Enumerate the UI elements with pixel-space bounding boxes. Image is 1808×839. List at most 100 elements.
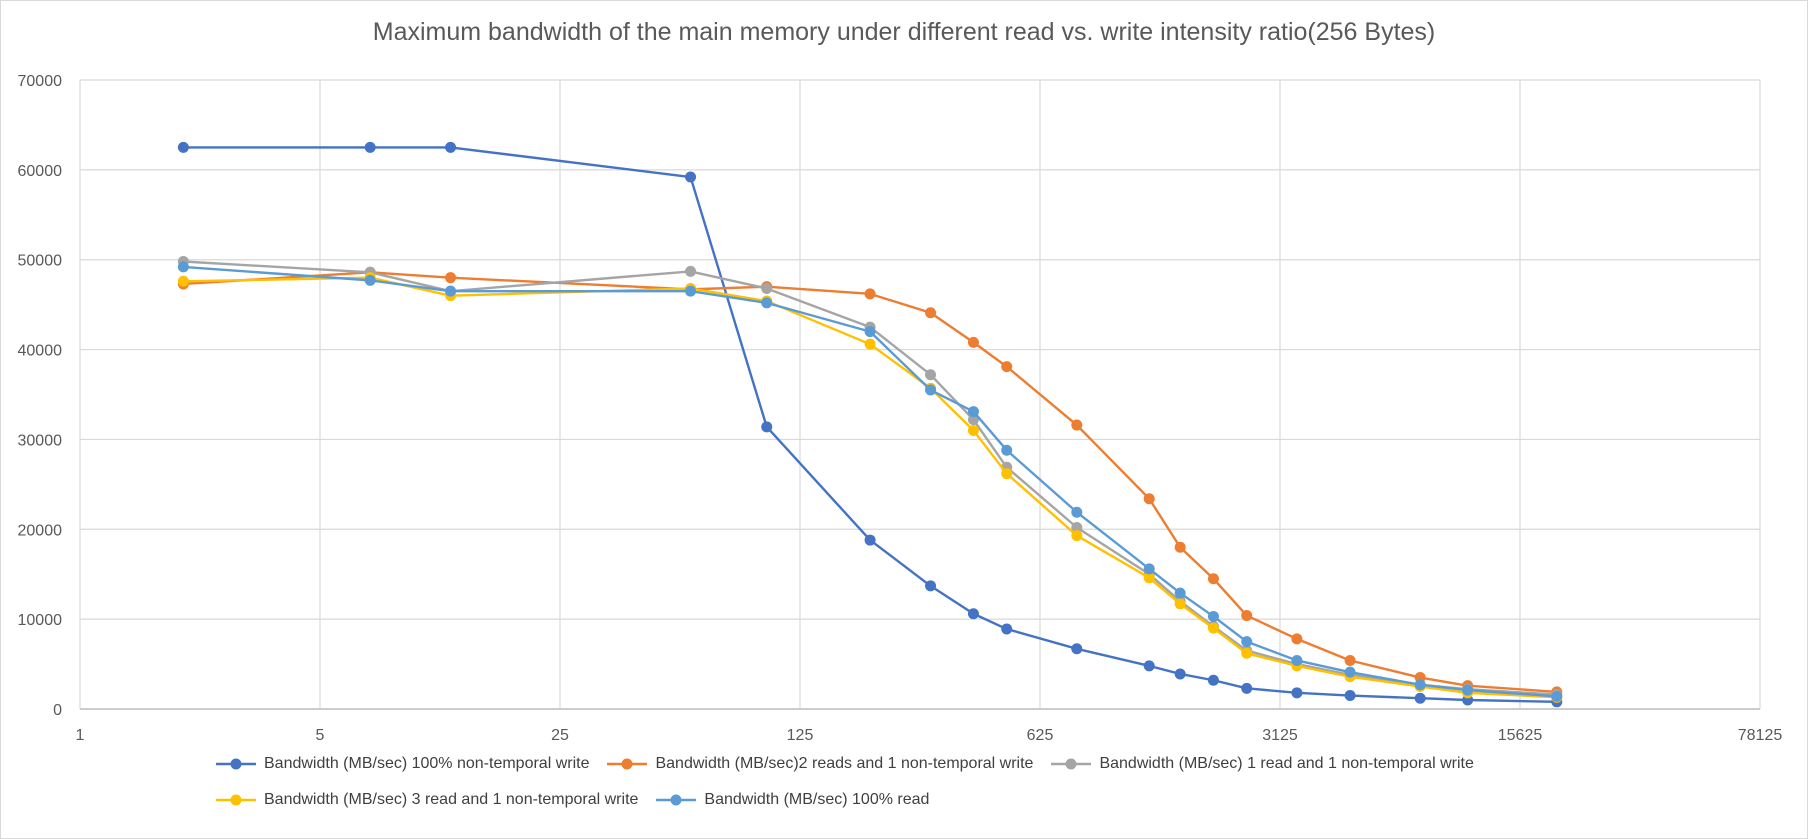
- data-point: [177, 141, 189, 153]
- series-1: [177, 141, 1563, 708]
- x-tick-label: 1: [76, 727, 85, 744]
- data-point: [864, 326, 876, 338]
- data-point: [967, 608, 979, 620]
- data-point: [1241, 682, 1253, 694]
- legend-swatch: [654, 793, 698, 807]
- data-point: [1414, 679, 1426, 691]
- series-3: [177, 256, 1563, 701]
- data-point: [445, 285, 457, 297]
- legend-item: Bandwidth (MB/sec) 100% non-temporal wri…: [214, 755, 589, 773]
- x-tick-label: 3125: [1262, 727, 1298, 744]
- y-tick-label: 50000: [18, 253, 63, 270]
- data-point: [967, 406, 979, 418]
- data-point: [967, 336, 979, 348]
- x-tick-label: 5: [316, 727, 325, 744]
- y-tick-label: 30000: [18, 432, 63, 449]
- data-point: [1551, 690, 1563, 702]
- data-point: [761, 282, 773, 294]
- data-point: [967, 424, 979, 436]
- legend-label: Bandwidth (MB/sec) 100% read: [704, 791, 930, 808]
- data-point: [1207, 622, 1219, 634]
- data-point: [967, 414, 979, 426]
- legend-swatch: [214, 757, 258, 771]
- data-point: [761, 421, 773, 433]
- data-point: [925, 384, 937, 396]
- legend-item: Bandwidth (MB/sec) 1 read and 1 non-temp…: [1049, 755, 1474, 773]
- data-point: [1414, 692, 1426, 704]
- data-point: [1071, 530, 1083, 542]
- data-point: [177, 261, 189, 273]
- data-point: [1143, 572, 1155, 584]
- data-point: [864, 534, 876, 546]
- data-point: [1001, 468, 1013, 480]
- data-point: [1344, 690, 1356, 702]
- y-tick-label: 40000: [18, 343, 63, 360]
- data-point: [445, 141, 457, 153]
- series-lines: [177, 141, 1563, 708]
- x-axis-ticks: 1 5 25 125 625 3125 15625 78125: [76, 727, 1783, 744]
- chart-title: Maximum bandwidth of the main memory und…: [372, 18, 1436, 46]
- data-point: [1291, 687, 1303, 699]
- legend-label: Bandwidth (MB/sec) 1 read and 1 non-temp…: [1099, 755, 1474, 772]
- legend-label: Bandwidth (MB/sec)2 reads and 1 non-temp…: [655, 755, 1034, 772]
- data-point: [1001, 444, 1013, 456]
- data-point: [1174, 668, 1186, 680]
- data-point: [1071, 643, 1083, 655]
- data-point: [1207, 573, 1219, 585]
- data-point: [1143, 563, 1155, 575]
- legend-swatch: [214, 793, 258, 807]
- x-tick-label: 625: [1027, 727, 1054, 744]
- y-tick-label: 70000: [18, 73, 63, 90]
- data-point: [1344, 654, 1356, 666]
- x-tick-label: 25: [551, 727, 569, 744]
- data-point: [1001, 623, 1013, 635]
- legend-item: Bandwidth (MB/sec)2 reads and 1 non-temp…: [605, 755, 1033, 773]
- legend-label: Bandwidth (MB/sec) 100% non-temporal wri…: [264, 755, 590, 772]
- data-point: [864, 338, 876, 350]
- y-axis-ticks: 0 10000 20000 30000 40000 50000 60000 70000: [18, 73, 63, 719]
- y-tick-label: 20000: [18, 522, 63, 539]
- y-tick-label: 0: [53, 702, 62, 719]
- data-point: [1143, 660, 1155, 672]
- y-tick-label: 10000: [18, 612, 63, 629]
- data-point: [1071, 419, 1083, 431]
- data-point: [364, 274, 376, 286]
- data-point: [1143, 493, 1155, 505]
- legend-row: Bandwidth (MB/sec) 100% non-temporal wri…: [214, 755, 1490, 773]
- data-point: [1174, 598, 1186, 610]
- data-point: [1291, 633, 1303, 645]
- legend-row: Bandwidth (MB/sec) 3 read and 1 non-temp…: [214, 791, 945, 809]
- data-point: [1207, 674, 1219, 686]
- x-tick-label: 125: [787, 727, 814, 744]
- data-point: [864, 288, 876, 300]
- data-point: [685, 285, 697, 297]
- x-tick-label: 78125: [1738, 727, 1783, 744]
- data-point: [177, 275, 189, 287]
- legend-swatch: [605, 757, 649, 771]
- data-point: [1174, 541, 1186, 553]
- data-point: [925, 580, 937, 592]
- data-point: [1071, 521, 1083, 533]
- data-point: [1001, 361, 1013, 373]
- legend-label: Bandwidth (MB/sec) 3 read and 1 non-temp…: [264, 791, 639, 808]
- data-point: [1207, 610, 1219, 622]
- x-tick-label: 15625: [1498, 727, 1543, 744]
- data-point: [1174, 587, 1186, 599]
- data-point: [1462, 684, 1474, 696]
- data-point: [925, 369, 937, 381]
- legend-item: Bandwidth (MB/sec) 100% read: [654, 791, 929, 809]
- legend-item: Bandwidth (MB/sec) 3 read and 1 non-temp…: [214, 791, 638, 809]
- data-point: [364, 141, 376, 153]
- data-point: [1071, 506, 1083, 518]
- series-5: [177, 261, 1563, 702]
- y-tick-label: 60000: [18, 163, 63, 180]
- data-point: [445, 272, 457, 284]
- data-point: [685, 171, 697, 183]
- data-point: [1291, 654, 1303, 666]
- data-point: [1241, 636, 1253, 648]
- data-point: [1241, 610, 1253, 622]
- data-point: [1344, 666, 1356, 678]
- legend-swatch: [1049, 757, 1093, 771]
